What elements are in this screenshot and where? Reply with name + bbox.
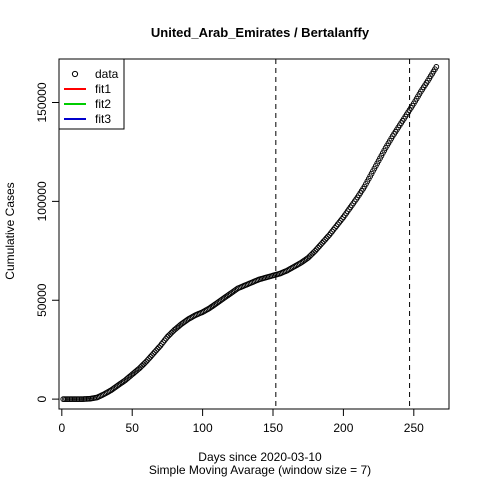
x-axis-label: Days since 2020-03-10	[198, 450, 322, 464]
legend-label-fit1: fit1	[95, 82, 111, 96]
data-point	[312, 247, 319, 254]
data-point	[151, 349, 158, 355]
y-tick-label: 0	[35, 395, 49, 402]
legend-label-fit3: fit3	[95, 112, 111, 126]
data-point	[150, 350, 157, 357]
y-axis-label: Cumulative Cases	[3, 182, 17, 279]
data-point	[325, 233, 331, 240]
data-point	[156, 344, 162, 351]
data-point	[316, 243, 323, 249]
data-point	[433, 64, 440, 70]
data-point	[184, 317, 190, 323]
data-point	[154, 346, 161, 352]
x-tick-label: 250	[404, 421, 424, 435]
legend-label-data: data	[95, 67, 119, 81]
x-axis: 0 50 100 150 200 250	[58, 408, 424, 435]
data-point	[319, 240, 326, 246]
data-points	[60, 64, 440, 402]
x-tick-label: 150	[263, 421, 283, 435]
chart-title: United_Arab_Emirates / Bertalanffy	[151, 25, 370, 40]
x-tick-label: 0	[58, 421, 65, 435]
legend-symbol-data	[71, 70, 79, 78]
data-point	[146, 355, 152, 362]
x-tick-label: 200	[333, 421, 353, 435]
legend-box	[58, 58, 125, 130]
data-point	[313, 246, 320, 253]
data-point	[315, 244, 321, 251]
data-point	[318, 241, 324, 248]
x-axis-sublabel: Simple Moving Avarage (window size = 7)	[149, 463, 371, 477]
data-point	[143, 358, 150, 365]
y-tick-label: 150000	[35, 82, 49, 122]
data-point	[153, 347, 160, 354]
data-point	[142, 360, 148, 366]
data-point	[149, 352, 155, 359]
reference-lines	[275, 59, 411, 409]
y-tick-label: 50000	[35, 283, 49, 317]
data-point	[144, 357, 151, 363]
y-axis: 0 50000 100000 150000	[35, 82, 60, 402]
data-point	[322, 236, 328, 243]
y-tick-label: 100000	[35, 181, 49, 221]
x-tick-label: 50	[126, 421, 140, 435]
legend-label-fit2: fit2	[95, 97, 111, 111]
data-point	[320, 238, 327, 245]
data-point	[310, 249, 317, 256]
data-point	[147, 353, 154, 360]
data-point	[323, 235, 330, 242]
x-tick-label: 100	[193, 421, 213, 435]
